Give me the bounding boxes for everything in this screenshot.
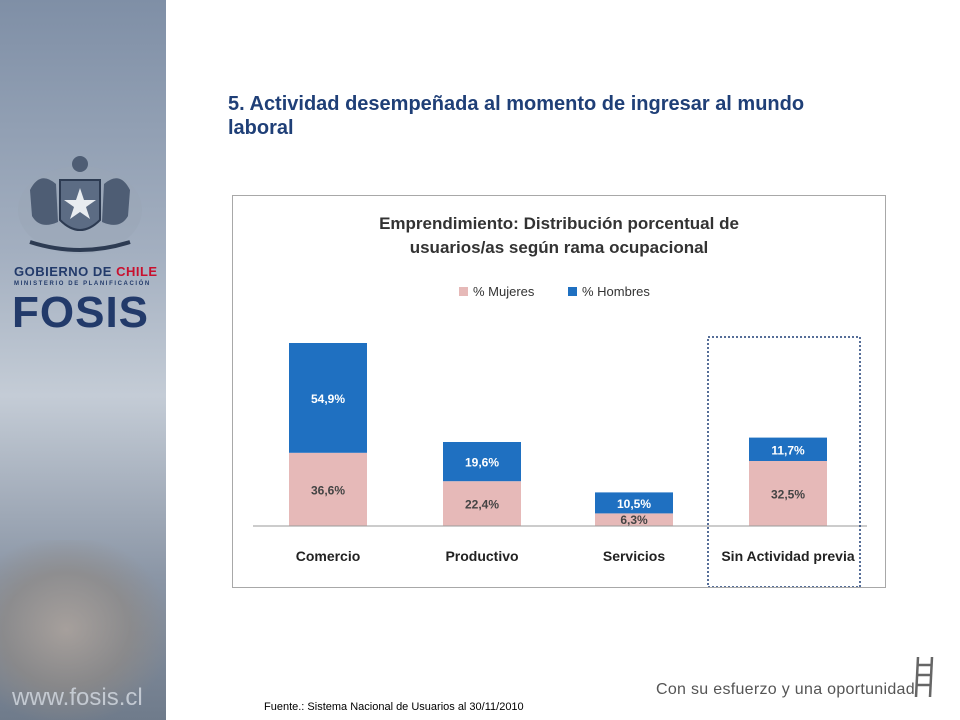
category-label-1: Comercio (296, 548, 361, 564)
sidebar: GOBIERNO DE CHILE MINISTERIO DE PLANIFIC… (0, 0, 166, 720)
bar-hombres-4 (749, 437, 827, 461)
data-label-hombres-4: 11,7% (771, 443, 805, 457)
data-label-hombres-3: 10,5% (617, 497, 651, 511)
chart-title-line-2: usuarios/as según rama ocupacional (410, 238, 709, 257)
category-labels: Comercio Productivo Servicios Sin Actividad… (296, 548, 855, 564)
chart-legend: % Mujeres % Hombres (459, 284, 650, 299)
category-label-4: Sin Actividad previa (721, 548, 855, 564)
ladder-icon (914, 656, 934, 698)
bar-mujeres-1 (289, 452, 367, 526)
stacked-bar-chart: Emprendimiento: Distribución porcentual … (253, 214, 867, 587)
bar-hombres-1 (289, 343, 367, 453)
bar-hombres-2 (443, 442, 521, 482)
data-label-mujeres-1: 36,6% (311, 483, 345, 497)
bar-hombres-3 (595, 492, 673, 514)
ministry-label: MINISTERIO DE PLANIFICACIÓN (14, 281, 151, 287)
website-label: www.fosis.cl (12, 684, 143, 711)
legend-swatch-2 (568, 287, 577, 296)
source-note: Fuente.: Sistema Nacional de Usuarios al… (264, 701, 524, 713)
highlight-box (707, 336, 861, 587)
data-label-mujeres-4: 32,5% (771, 488, 805, 502)
data-label-mujeres-3: 6,3% (620, 513, 648, 527)
country-label: CHILE (116, 264, 158, 279)
coat-of-arms-icon (18, 156, 142, 254)
government-label: GOBIERNO DE CHILE (14, 264, 158, 279)
chart-bars: 36,6% 54,9% 22,4% 19,6% 6,3% 10,5% 32,5% 11,7% (289, 343, 827, 527)
legend-label-1: % Mujeres (473, 284, 535, 299)
category-label-3: Servicios (603, 548, 665, 564)
category-label-2: Productivo (445, 548, 518, 564)
data-label-hombres-1: 54,9% (311, 392, 345, 406)
data-label-hombres-2: 19,6% (465, 456, 499, 470)
bar-mujeres-4 (749, 461, 827, 526)
fosis-logo: FOSIS (12, 288, 150, 337)
slogan: Con su esfuerzo y una oportunidad (656, 681, 915, 698)
chart-container: Emprendimiento: Distribución porcentual … (232, 195, 886, 588)
family-photo (0, 540, 166, 720)
chart-title-line-1: Emprendimiento: Distribución porcentual … (379, 214, 739, 233)
bar-mujeres-2 (443, 481, 521, 526)
bar-mujeres-3 (595, 513, 673, 526)
legend-swatch-1 (459, 287, 468, 296)
legend-label-2: % Hombres (582, 284, 650, 299)
data-label-mujeres-2: 22,4% (465, 498, 499, 512)
slide-title: 5. Actividad desempeñada al momento de i… (228, 93, 805, 139)
